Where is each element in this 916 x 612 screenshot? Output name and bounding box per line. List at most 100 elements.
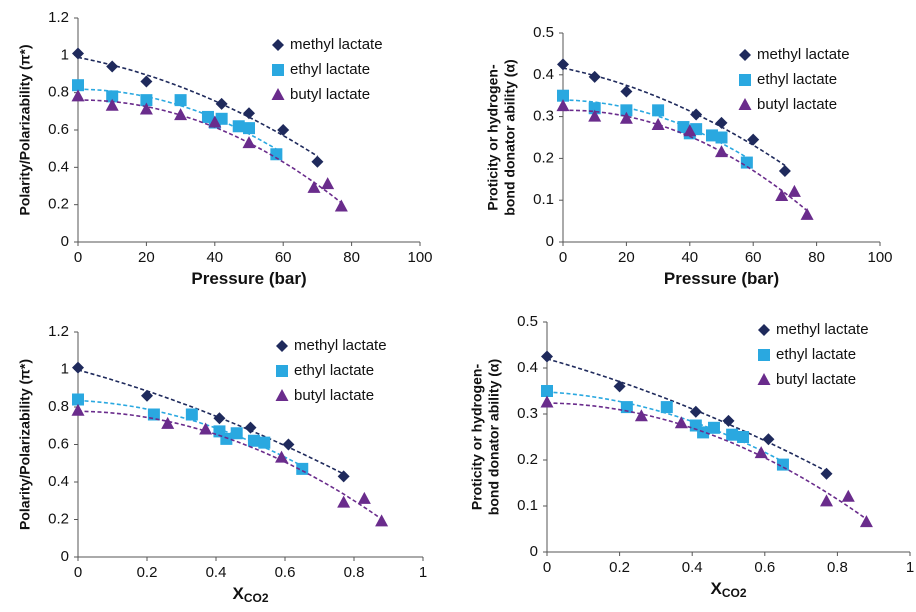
x-tick-label: 100: [407, 249, 432, 266]
y-tick-label: 0.1: [533, 191, 554, 208]
legend-marker: [757, 373, 771, 385]
trendline: [78, 99, 342, 204]
data-point: [213, 412, 226, 425]
data-point: [215, 97, 228, 110]
data-point: [105, 98, 119, 111]
data-point: [715, 131, 728, 144]
data-point: [258, 436, 271, 449]
data-point: [613, 380, 626, 393]
data-point: [72, 393, 84, 406]
y-tick-label: 0.8: [48, 398, 69, 415]
legend-label: methyl lactate: [290, 36, 383, 53]
data-point: [72, 79, 84, 92]
legend-marker: [739, 74, 751, 86]
legend-label: ethyl lactate: [776, 346, 856, 363]
data-point: [820, 467, 833, 480]
data-point: [619, 111, 633, 124]
data-point: [334, 199, 348, 212]
trendline: [77, 369, 345, 475]
legend-marker: [272, 64, 284, 76]
y-tick-label: 0.1: [517, 497, 538, 514]
data-point: [683, 124, 697, 137]
legend-marker: [272, 39, 284, 51]
data-point: [690, 108, 703, 121]
y-tick-label: 0.6: [48, 121, 69, 138]
x-tick-label: 60: [275, 249, 292, 266]
x-tick-label: 20: [138, 249, 155, 266]
legend-label: butyl lactate: [290, 86, 370, 103]
chart-panel: 0 0.1 0.2 0.3 0.4 0.5 0 0.2 0.4 0.6 0.8 1 XCO2 Protic…: [469, 313, 914, 600]
data-point: [243, 122, 255, 135]
x-tick-label: 80: [808, 249, 825, 266]
y-axis-title: bond donator ability (α): [502, 59, 518, 215]
data-point: [705, 129, 718, 142]
data-point: [588, 70, 601, 83]
data-point: [185, 408, 198, 421]
data-point: [139, 102, 153, 115]
x-axis-title-main: Pressure (bar): [191, 269, 306, 288]
data-point: [557, 58, 569, 71]
y-tick-label: 0.2: [48, 510, 69, 527]
data-point: [71, 403, 85, 416]
data-point: [244, 421, 257, 434]
x-tick-label: 1: [419, 564, 427, 581]
y-tick-label: 0: [61, 233, 69, 250]
legend-marker: [275, 389, 289, 401]
data-point: [800, 207, 814, 220]
data-point: [311, 155, 324, 168]
legend-marker: [758, 349, 770, 361]
x-axis-title: Pressure (bar): [191, 269, 306, 288]
legend-label: methyl lactate: [294, 337, 387, 354]
data-point: [820, 494, 834, 507]
x-axis-title-sub: CO2: [244, 591, 269, 605]
x-tick-label: 0.8: [827, 559, 848, 576]
y-tick-label: 0.4: [48, 473, 69, 490]
legend-marker: [739, 49, 751, 61]
x-tick-label: 20: [618, 249, 635, 266]
data-point: [775, 189, 789, 202]
data-point: [726, 428, 739, 441]
y-tick-label: 1.2: [48, 9, 69, 26]
legend-marker: [276, 340, 288, 352]
data-point: [620, 85, 633, 98]
y-tick-label: 1: [61, 46, 69, 63]
x-axis-title-main: X: [710, 579, 722, 598]
data-point: [762, 433, 775, 446]
y-axis-title: bond donator ability (α): [486, 359, 502, 515]
chart-panel: 0 0.1 0.2 0.3 0.4 0.5 0 20 40 60 80 100 Pressure (ba…: [485, 24, 893, 289]
y-tick-label: 1.2: [48, 323, 69, 340]
data-point: [243, 107, 255, 120]
data-point: [715, 116, 728, 129]
x-tick-label: 0.8: [344, 564, 365, 581]
y-tick-label: 0.2: [517, 451, 538, 468]
data-point: [674, 416, 688, 429]
y-tick-label: 0.2: [48, 196, 69, 213]
y-axis-title: Proticity or hydrogen-: [485, 64, 501, 211]
data-point: [275, 450, 289, 463]
data-point: [232, 120, 245, 133]
y-axis-title: Polarity/Polarizability (π*): [17, 45, 33, 216]
x-tick-label: 0.2: [137, 564, 158, 581]
data-point: [715, 145, 728, 158]
data-point: [776, 458, 789, 471]
x-tick-label: 0.4: [206, 564, 227, 581]
x-tick-label: 1: [906, 559, 914, 576]
data-point: [242, 136, 256, 149]
data-point: [174, 108, 188, 121]
y-tick-label: 0.3: [533, 108, 554, 125]
data-point: [106, 90, 119, 103]
x-tick-label: 40: [206, 249, 223, 266]
x-axis-title-sub: CO2: [722, 586, 747, 600]
x-tick-label: 0: [543, 559, 551, 576]
x-tick-label: 0.4: [682, 559, 703, 576]
data-point: [747, 133, 760, 146]
data-point: [71, 89, 85, 102]
x-tick-label: 0: [74, 249, 82, 266]
data-point: [541, 385, 553, 397]
data-point: [140, 94, 153, 107]
y-tick-label: 0: [546, 233, 554, 250]
data-point: [375, 514, 389, 527]
y-axis-title: Polarity/Polarizability (π*): [17, 359, 33, 530]
data-point: [588, 109, 602, 122]
data-point: [72, 47, 84, 60]
